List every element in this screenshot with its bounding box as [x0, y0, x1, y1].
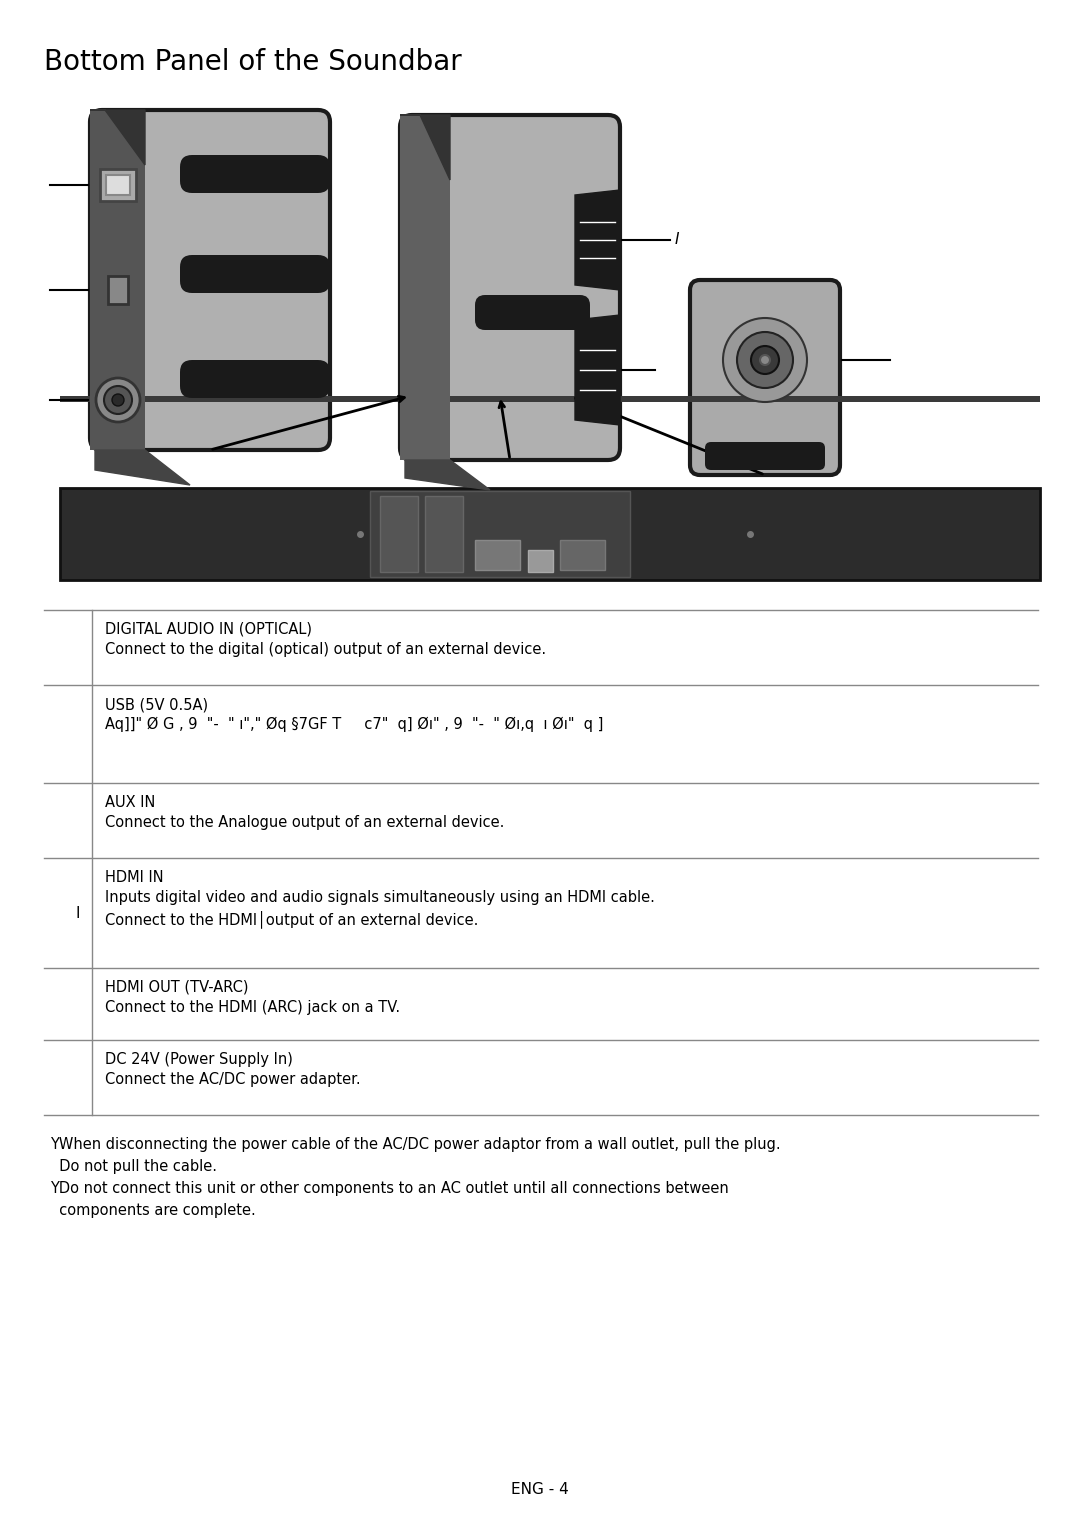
Text: YDo not connect this unit or other components to an AC outlet until all connecti: YDo not connect this unit or other compo…	[50, 1181, 729, 1196]
FancyBboxPatch shape	[90, 110, 330, 450]
Text: Connect the AC/DC power adapter.: Connect the AC/DC power adapter.	[105, 1072, 361, 1088]
Circle shape	[751, 346, 779, 374]
Bar	[561, 539, 605, 570]
Bar	[528, 550, 553, 571]
Bar	[380, 496, 418, 571]
Polygon shape	[95, 450, 190, 486]
Text: DC 24V (Power Supply In): DC 24V (Power Supply In)	[105, 1052, 293, 1066]
Circle shape	[104, 386, 132, 414]
Bar	[475, 539, 519, 570]
Text: DIGITAL AUDIO IN (OPTICAL): DIGITAL AUDIO IN (OPTICAL)	[105, 622, 312, 637]
Polygon shape	[405, 460, 490, 490]
Text: Inputs digital video and audio signals simultaneously using an HDMI cable.: Inputs digital video and audio signals s…	[105, 890, 654, 905]
Text: Aq]]" Ø G , 9  "-  " ı"," Øq §7GF T     c7"  q] Øı" , 9  "-  " Øı,q  ı Øı"  q ]: Aq]]" Ø G , 9 "- " ı"," Øq §7GF T c7" q]…	[105, 717, 604, 732]
Bar	[106, 175, 130, 195]
Text: Connect to the Analogue output of an external device.: Connect to the Analogue output of an ext…	[105, 815, 504, 830]
Text: I: I	[76, 905, 80, 921]
FancyBboxPatch shape	[705, 443, 825, 470]
Polygon shape	[575, 316, 620, 424]
FancyBboxPatch shape	[180, 254, 330, 293]
Circle shape	[112, 394, 124, 406]
Text: HDMI IN: HDMI IN	[105, 870, 164, 885]
FancyBboxPatch shape	[475, 296, 590, 329]
FancyBboxPatch shape	[400, 115, 620, 460]
Circle shape	[760, 355, 770, 365]
Circle shape	[723, 319, 807, 401]
Polygon shape	[400, 115, 450, 179]
Bar	[400, 115, 450, 460]
Text: Connect to the HDMI│output of an external device.: Connect to the HDMI│output of an externa…	[105, 910, 478, 928]
Bar	[60, 395, 1040, 401]
Circle shape	[96, 378, 140, 421]
Text: YWhen disconnecting the power cable of the AC/DC power adaptor from a wall outle: YWhen disconnecting the power cable of t…	[50, 1137, 781, 1152]
Bar	[108, 276, 129, 303]
Text: Bottom Panel of the Soundbar: Bottom Panel of the Soundbar	[44, 47, 462, 77]
Polygon shape	[90, 110, 145, 165]
Text: HDMI OUT (TV-ARC): HDMI OUT (TV-ARC)	[105, 980, 248, 994]
Text: Do not pull the cable.: Do not pull the cable.	[50, 1160, 217, 1174]
Bar	[90, 110, 145, 450]
Text: I: I	[675, 233, 679, 248]
Text: AUX IN: AUX IN	[105, 795, 156, 810]
Bar	[100, 169, 136, 201]
Text: ENG - 4: ENG - 4	[511, 1483, 569, 1497]
FancyBboxPatch shape	[180, 155, 330, 193]
Bar	[60, 489, 1040, 581]
Bar	[370, 490, 630, 578]
Polygon shape	[575, 190, 620, 290]
FancyBboxPatch shape	[690, 280, 840, 475]
Text: Connect to the HDMI (ARC) jack on a TV.: Connect to the HDMI (ARC) jack on a TV.	[105, 1000, 400, 1016]
FancyBboxPatch shape	[180, 360, 330, 398]
Text: USB (5V 0.5A): USB (5V 0.5A)	[105, 697, 208, 712]
Bar	[426, 496, 463, 571]
Text: components are complete.: components are complete.	[50, 1203, 256, 1218]
Circle shape	[737, 332, 793, 388]
Text: Connect to the digital (optical) output of an external device.: Connect to the digital (optical) output …	[105, 642, 546, 657]
